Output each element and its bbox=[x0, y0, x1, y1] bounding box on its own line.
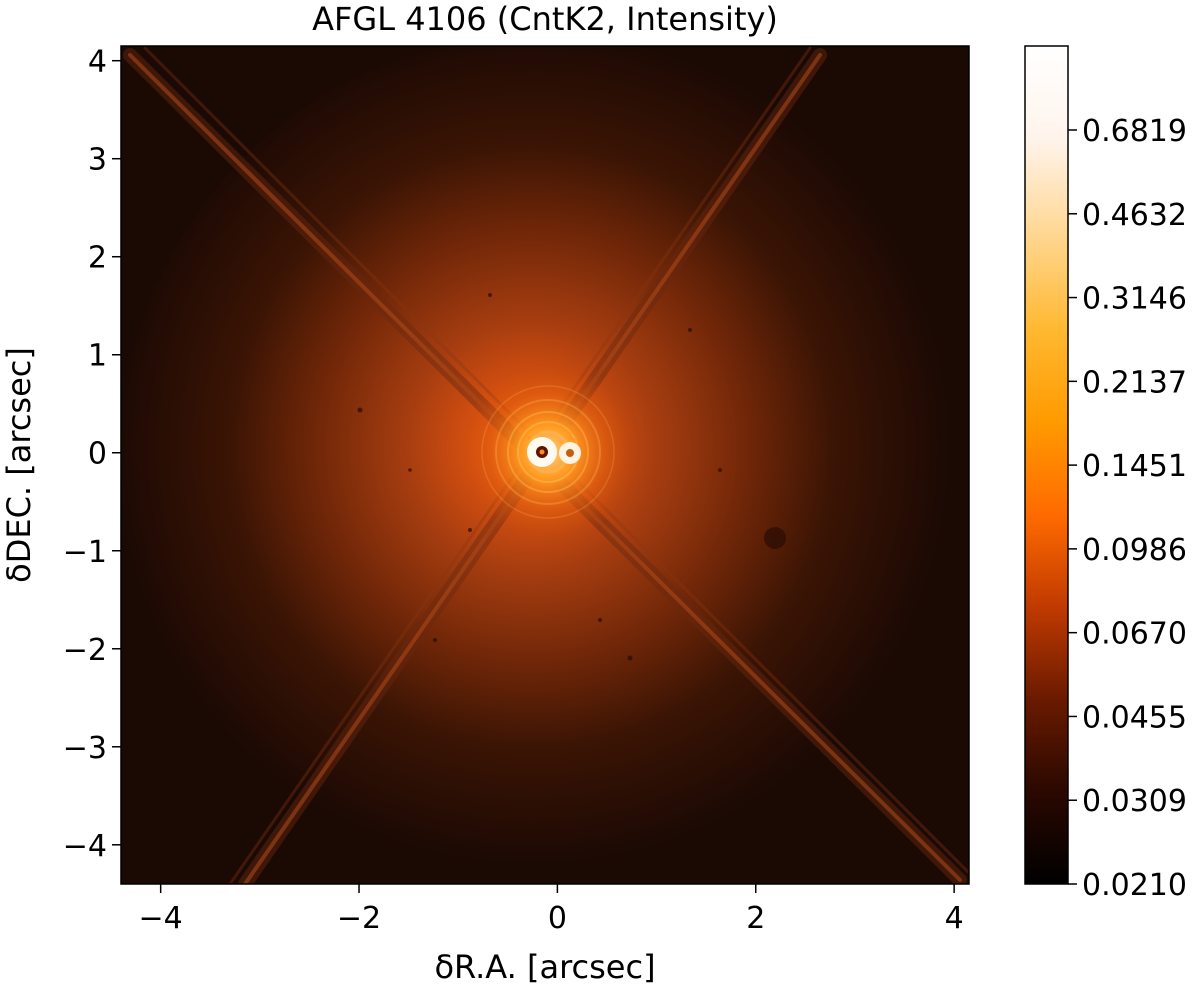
x-tick-label: 4 bbox=[945, 901, 964, 936]
x-tick-label: −4 bbox=[139, 901, 183, 936]
x-axis: −4 −2 0 2 4 bbox=[139, 884, 964, 936]
x-tick-label: 2 bbox=[746, 901, 765, 936]
colorbar-tick-label: 0.2137 bbox=[1082, 365, 1187, 400]
colorbar-tick-label: 0.3146 bbox=[1082, 282, 1187, 317]
y-tick-label: 1 bbox=[88, 339, 107, 374]
y-tick-label: 0 bbox=[88, 437, 107, 472]
y-tick-label: 4 bbox=[88, 45, 107, 80]
y-tick-label: −4 bbox=[63, 829, 107, 864]
colorbar-tick-label: 0.0309 bbox=[1082, 784, 1187, 819]
colorbar-tick-label: 0.0670 bbox=[1082, 617, 1187, 652]
y-tick-label: 2 bbox=[88, 241, 107, 276]
colorbar-tick-label: 0.0986 bbox=[1082, 533, 1187, 568]
figure-title: AFGL 4106 (CntK2, Intensity) bbox=[312, 0, 778, 38]
y-tick-label: 3 bbox=[88, 143, 107, 178]
x-tick-label: 0 bbox=[548, 901, 567, 936]
colorbar-tick-label: 0.0210 bbox=[1082, 868, 1187, 903]
colorbar-tick-label: 0.6819 bbox=[1082, 114, 1187, 149]
plot-frame bbox=[120, 45, 970, 885]
colorbar-ticks: 0.6819 0.4632 0.3146 0.2137 0.1451 0.0986 0.06… bbox=[1068, 114, 1187, 903]
secondary-star bbox=[559, 442, 581, 464]
colorbar: 0.6819 0.4632 0.3146 0.2137 0.1451 0.0986 0.06… bbox=[1024, 45, 1187, 903]
image-panel bbox=[121, 46, 969, 884]
y-axis: 4 3 2 1 0 −1 −2 −3 −4 bbox=[63, 45, 121, 864]
x-tick-label: −2 bbox=[337, 901, 381, 936]
y-axis-label: δDEC. [arcsec] bbox=[0, 347, 38, 583]
colorbar-tick-label: 0.4632 bbox=[1082, 198, 1187, 233]
primary-star bbox=[527, 437, 557, 467]
colorbar-tick-label: 0.0455 bbox=[1082, 700, 1187, 735]
y-tick-label: −3 bbox=[63, 731, 107, 766]
y-tick-label: −2 bbox=[63, 633, 107, 668]
y-tick-label: −1 bbox=[63, 535, 107, 570]
dust-specks bbox=[357, 67, 786, 661]
colorbar-tick-label: 0.1451 bbox=[1082, 449, 1187, 484]
x-axis-label: δR.A. [arcsec] bbox=[434, 948, 655, 984]
colorbar-gradient bbox=[1025, 46, 1068, 884]
